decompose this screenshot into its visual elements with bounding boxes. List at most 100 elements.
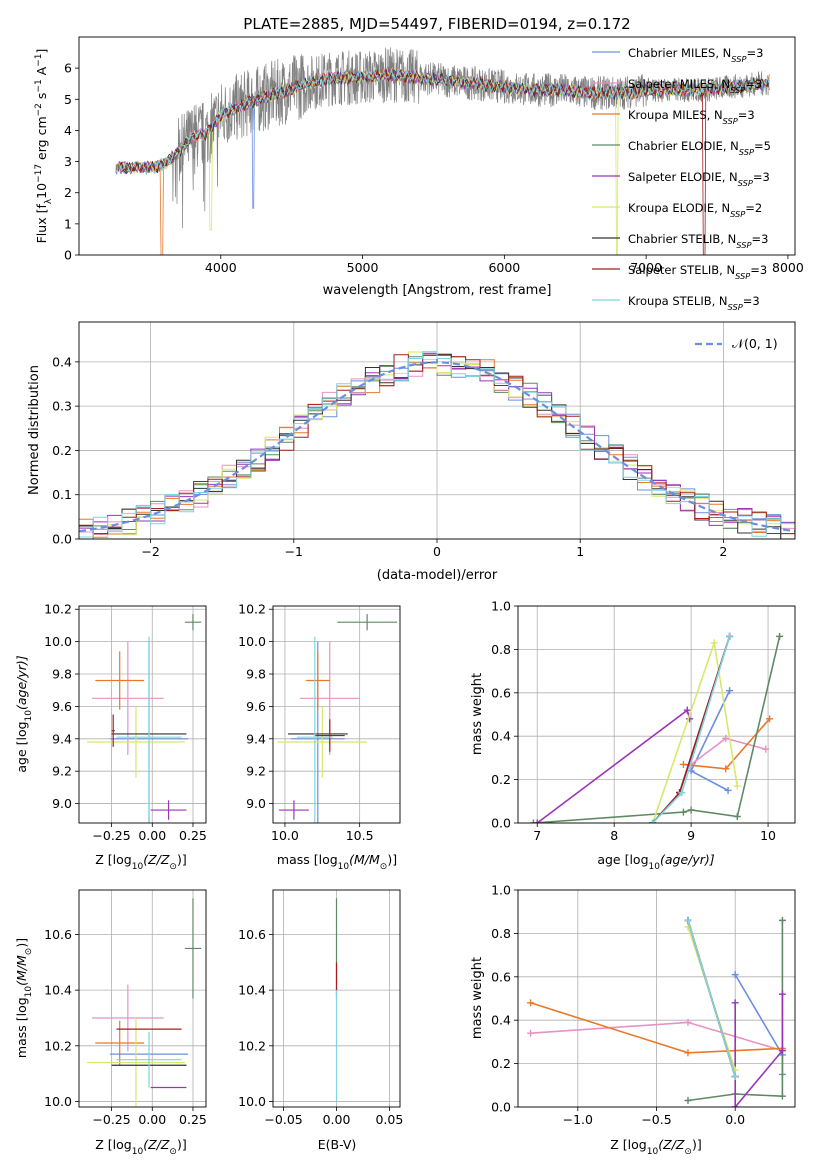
y-axis-label: Normed distribution: [27, 365, 42, 495]
y-axis-label-part: −1: [34, 79, 44, 92]
x-axis-label: mass [log10(M/M⊙)]: [277, 852, 397, 872]
y-axis-label-part: −17: [34, 164, 44, 183]
x-tick-label: 1: [576, 544, 584, 559]
y-axis-label-part: 10: [24, 710, 34, 722]
weight-marker: [733, 812, 741, 820]
y-tick-label: 0.2: [52, 443, 72, 458]
y-axis-label: mass weight: [470, 673, 485, 755]
y-axis-label-part: (age/yr)]: [14, 655, 29, 710]
y-tick-label: 10.2: [44, 1038, 72, 1053]
axes-frame: [272, 889, 401, 1108]
legend-label-part: =5: [754, 139, 771, 153]
x-axis-label-part: ⊙: [169, 862, 177, 872]
y-axis-label-part: −2: [34, 103, 44, 116]
x-axis-label-part: (age/yr)]: [660, 852, 715, 867]
legend-label-part: Kroupa ELODIE, N: [628, 201, 730, 215]
model-spectrum-line: [116, 69, 770, 255]
y-tick-label: 9.2: [246, 764, 266, 779]
x-axis-label-part: 10: [132, 1147, 144, 1157]
weight-marker: [724, 786, 732, 794]
x-tick-label: 0.00: [138, 1112, 166, 1127]
y-tick-label: 0.3: [52, 399, 72, 414]
weight-marker: [776, 632, 784, 640]
x-axis-label: Z [log10(Z/Z⊙)]: [95, 1137, 186, 1157]
y-axis-label-part: ]: [34, 49, 49, 54]
weight-marker: [778, 1092, 786, 1100]
y-tick-label: 5: [64, 92, 72, 107]
weight-series-line: [651, 642, 739, 823]
axes-frame: [78, 36, 796, 256]
legend-label: Salpeter MILES, NSSP=3: [628, 77, 762, 95]
y-tick-label: 10.2: [44, 602, 72, 617]
x-tick-label: −0.25: [92, 1112, 130, 1127]
axes-age-vs-mass: 10.0 10.5 9.0 9.2 9.4 9.6 9.8 10.0 10.2: [238, 602, 401, 843]
x-tick-label: 5000: [347, 260, 379, 275]
x-tick-label: 10: [760, 828, 776, 843]
y-tick-label: 6: [64, 61, 72, 76]
plot-area-age-vs-Z: [87, 614, 202, 823]
weight-marker: [679, 760, 687, 768]
plot-area-weight-vs-Z: [527, 916, 786, 1107]
legend-label-part: Salpeter STELIB, N: [628, 263, 735, 277]
model-spectrum-line: [117, 68, 770, 175]
y-tick-label: 0.4: [52, 354, 72, 369]
x-axis-label-part: ⊙: [169, 1147, 177, 1157]
weight-series-line: [734, 994, 784, 1107]
legend-label-part: SSP: [735, 271, 750, 281]
weight-marker: [726, 632, 734, 640]
legend-label-part: Kroupa STELIB, N: [628, 294, 728, 308]
y-tick-label: 0: [64, 248, 72, 263]
x-tick-label: −0.25: [92, 828, 130, 843]
x-tick-label: 0.00: [323, 1112, 351, 1127]
legend-label-part: SSP: [728, 302, 743, 312]
legend-label-part: SSP: [730, 209, 745, 219]
x-axis-label: (data-model)/error: [377, 568, 498, 583]
x-tick-label: 0.00: [138, 828, 166, 843]
y-tick-label: 0.0: [52, 532, 72, 547]
plot-area-age-vs-mass: [277, 614, 398, 823]
x-axis-label-part: Z [log: [95, 852, 131, 867]
axes-mass-vs-Z: −0.25 0.00 0.25 10.0 10.2 10.4 10.6: [44, 889, 207, 1127]
x-tick-label: 2: [719, 544, 727, 559]
weight-marker: [679, 808, 687, 816]
legend-label: 𝒩(0, 1): [732, 336, 778, 351]
axes-frame: [78, 889, 207, 1108]
x-tick-label: −0.05: [264, 1112, 302, 1127]
axes-frame: [272, 605, 401, 824]
y-tick-label: 0.8: [491, 642, 511, 657]
legend-label: Kroupa ELODIE, NSSP=2: [628, 201, 762, 219]
weight-marker: [529, 819, 537, 823]
y-tick-label: 1: [64, 216, 72, 231]
x-tick-label: 0.25: [179, 1112, 207, 1127]
weight-marker: [684, 1018, 692, 1026]
x-tick-label: 10.0: [271, 828, 299, 843]
x-axis-label: Z [log10(Z/Z⊙)]: [610, 1137, 701, 1157]
y-axis-label: Flux [fλ10−17 erg cm−2 s−1 A−1]: [34, 49, 54, 244]
x-tick-label: 7: [533, 828, 541, 843]
axes-frame: [78, 605, 207, 824]
legend-label-part: =3: [745, 77, 762, 91]
axes-age-vs-Z: −0.25 0.00 0.25 9.0 9.2 9.4 9.6 9.8 10.0 10.2: [44, 602, 207, 843]
weight-marker: [731, 1103, 739, 1107]
legend-label-part: SSP: [730, 85, 745, 95]
y-axis-label-part: A: [34, 66, 49, 79]
y-axis-label-part: −1: [34, 54, 44, 67]
legend-label-part: Kroupa MILES, N: [628, 108, 723, 122]
x-axis-label-part: (M/M: [349, 852, 380, 867]
weight-marker: [731, 971, 739, 979]
x-tick-label: 8000: [772, 260, 804, 275]
y-tick-label: 9.2: [52, 764, 72, 779]
legend-label: Chabrier ELODIE, NSSP=5: [628, 139, 771, 157]
y-axis-label-part: Flux [f: [34, 204, 49, 244]
weight-marker: [762, 745, 770, 753]
x-tick-label: −1: [285, 544, 303, 559]
y-axis-label: mass [log10(M/M⊙)]: [14, 938, 34, 1058]
y-tick-label: 9.6: [246, 699, 266, 714]
y-tick-label: 0.4: [491, 1013, 511, 1028]
axes-mass-vs-ebv: −0.05 0.00 0.05 10.0 10.2 10.4 10.6: [238, 889, 403, 1127]
plot-area-spectrum: [115, 47, 770, 255]
y-axis-label-part: 10: [34, 183, 49, 199]
y-tick-label: 9.0: [52, 796, 72, 811]
